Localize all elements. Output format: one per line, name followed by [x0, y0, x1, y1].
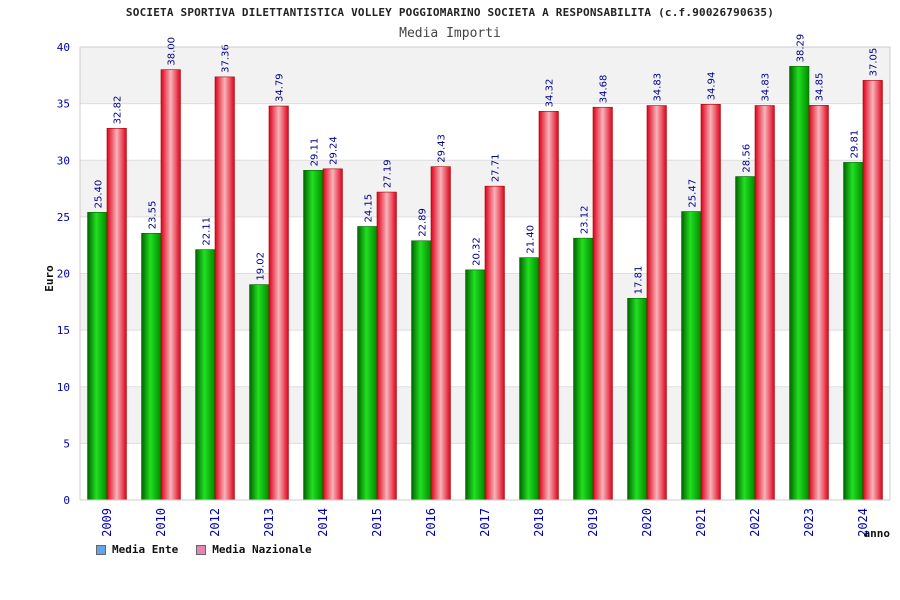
y-tick-label: 40: [57, 41, 70, 54]
y-tick-label: 10: [57, 381, 70, 394]
bar-media-ente-2010: [141, 232, 162, 501]
data-label: 27.19: [383, 159, 394, 188]
data-label: 34.85: [815, 73, 826, 102]
data-label: 34.79: [275, 73, 286, 102]
bar-media-nazionale-2010: [160, 69, 181, 501]
data-label: 29.81: [849, 130, 860, 159]
bar-media-nazionale-2022: [754, 105, 775, 501]
chart-title: SOCIETA SPORTIVA DILETTANTISTICA VOLLEY …: [125, 6, 775, 19]
x-tick-label: 2017: [478, 508, 492, 537]
y-tick-label: 25: [57, 211, 70, 224]
data-label: 27.71: [491, 154, 502, 183]
x-tick-label: 2021: [694, 508, 708, 537]
data-label: 22.11: [201, 217, 212, 246]
data-label: 37.36: [221, 44, 232, 73]
y-tick-label: 35: [57, 98, 70, 111]
bar-media-ente-2014: [303, 170, 324, 501]
data-label: 34.83: [653, 73, 664, 102]
data-label: 37.05: [869, 48, 880, 77]
y-tick-label: 5: [63, 437, 70, 450]
data-label: 38.00: [167, 37, 178, 66]
bar-media-nazionale-2013: [268, 105, 289, 501]
y-tick-label: 30: [57, 154, 70, 167]
data-label: 25.47: [687, 179, 698, 208]
bar-media-nazionale-2015: [376, 191, 397, 501]
y-tick-label: 20: [57, 268, 70, 281]
data-label: 34.32: [545, 79, 556, 108]
bar-media-nazionale-2009: [106, 128, 127, 501]
bar-media-ente-2023: [789, 66, 810, 501]
data-label: 29.43: [437, 134, 448, 163]
bar-media-nazionale-2020: [646, 105, 667, 501]
bar-media-nazionale-2019: [592, 106, 613, 501]
data-label: 34.83: [761, 73, 772, 102]
data-label: 19.02: [255, 252, 266, 281]
x-tick-label: 2009: [100, 508, 114, 537]
bar-media-ente-2017: [465, 269, 486, 501]
y-axis-title: Euro: [43, 265, 56, 292]
bar-media-nazionale-2018: [538, 111, 559, 501]
y-tick-label: 0: [63, 494, 70, 507]
data-label: 20.32: [471, 237, 482, 266]
bar-media-ente-2022: [735, 176, 756, 501]
bar-media-ente-2020: [627, 298, 648, 501]
data-label: 22.89: [417, 208, 428, 237]
data-label: 29.11: [309, 138, 320, 167]
bar-media-ente-2013: [249, 284, 270, 501]
data-label: 24.15: [363, 194, 374, 223]
x-tick-label: 2024: [856, 508, 870, 537]
bar-media-nazionale-2023: [808, 105, 829, 501]
x-tick-label: 2018: [532, 508, 546, 537]
bar-media-ente-2015: [357, 226, 378, 501]
data-label: 34.68: [599, 75, 610, 104]
data-label: 25.40: [93, 180, 104, 209]
bar-media-ente-2016: [411, 240, 432, 501]
legend-swatch-media-ente: [96, 544, 106, 555]
bar-media-ente-2018: [519, 257, 540, 501]
x-axis-title: anno: [864, 527, 891, 540]
data-label: 32.82: [113, 96, 124, 125]
x-tick-label: 2014: [316, 508, 330, 537]
data-label: 23.12: [579, 206, 590, 235]
legend-label-media-nazionale: Media Nazionale: [212, 543, 312, 556]
bar-media-nazionale-2024: [862, 80, 883, 501]
x-tick-label: 2012: [208, 508, 222, 537]
data-label: 23.55: [147, 201, 158, 230]
x-tick-label: 2020: [640, 508, 654, 537]
x-tick-label: 2019: [586, 508, 600, 537]
bar-media-ente-2021: [681, 211, 702, 501]
bar-media-nazionale-2014: [322, 168, 343, 501]
bar-media-ente-2009: [87, 212, 108, 501]
legend: Media Ente Media Nazionale: [96, 543, 312, 556]
data-labels: 25.40 32.82 23.55 38.00 22.11 37.36 19.02 34.79…: [93, 34, 879, 295]
data-label: 34.94: [707, 72, 718, 101]
bar-media-nazionale-2012: [214, 76, 235, 501]
data-label: 21.40: [525, 225, 536, 254]
x-tick-label: 2015: [370, 508, 384, 537]
data-label: 29.24: [329, 136, 340, 165]
bar-media-ente-2024: [843, 162, 864, 501]
x-tick-label: 2010: [154, 508, 168, 537]
data-label: 28.56: [741, 144, 752, 173]
legend-item-media-ente: Media Ente: [96, 543, 178, 556]
bar-media-nazionale-2016: [430, 166, 451, 501]
data-label: 38.29: [795, 34, 806, 63]
x-tick-label: 2022: [748, 508, 762, 537]
data-label: 17.81: [633, 266, 644, 295]
x-tick-label: 2013: [262, 508, 276, 537]
bar-media-ente-2019: [573, 237, 594, 501]
x-tick-label: 2016: [424, 508, 438, 537]
legend-item-media-nazionale: Media Nazionale: [196, 543, 312, 556]
bar-media-nazionale-2021: [700, 104, 721, 501]
y-tick-label: 15: [57, 324, 70, 337]
bar-media-nazionale-2017: [484, 185, 505, 501]
bars: [87, 66, 883, 501]
axes: 0 5 10 15 20 25 30 35 40 2009 2010 2012 2013 2014 2015…: [43, 41, 891, 540]
x-tick-label: 2023: [802, 508, 816, 537]
legend-swatch-media-nazionale: [196, 544, 207, 555]
chart-subtitle: Media Importi: [399, 26, 501, 41]
legend-label-media-ente: Media Ente: [112, 543, 179, 556]
bar-media-ente-2012: [195, 249, 216, 501]
